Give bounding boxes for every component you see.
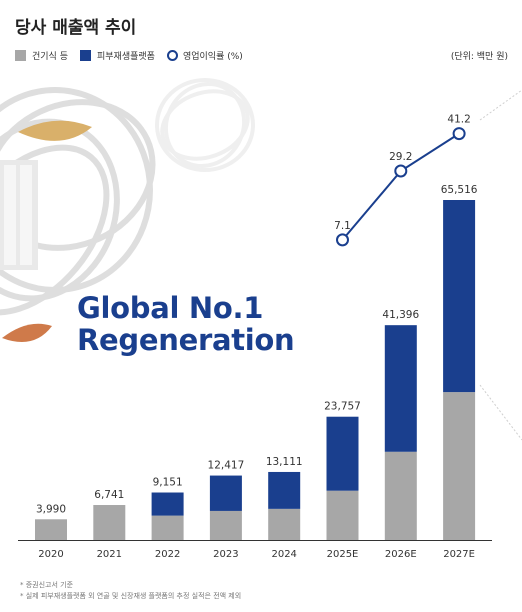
bar-total-label: 65,516 <box>441 184 478 196</box>
bar-segment-skin-platform <box>209 475 242 511</box>
bar-segment-health <box>384 451 417 540</box>
margin-point <box>336 233 349 247</box>
bar-segment-health <box>209 510 242 540</box>
legend-label: 건기식 등 <box>32 52 68 62</box>
bar-total-label: 13,111 <box>266 456 303 468</box>
bar-segment-health <box>151 515 184 540</box>
x-tick-label: 2022 <box>155 549 180 560</box>
brand-line-2: Regeneration <box>77 323 295 357</box>
margin-point-label: 29.2 <box>389 151 412 163</box>
x-tick-label: 2026E <box>385 549 417 560</box>
bar-segment-health <box>35 519 67 540</box>
legend-item-health: 건기식 등 <box>15 49 68 62</box>
x-tick-label: 2020 <box>38 549 63 560</box>
footnote-1: * 증권신고서 기준 <box>20 581 74 589</box>
margin-point <box>394 164 408 178</box>
legend: 건기식 등 피부재생플랫폼 영업이익률 (%) <box>15 49 255 62</box>
bar-segment-health <box>443 392 476 540</box>
legend-swatch-gray <box>15 50 26 61</box>
chart-title: 당사 매출액 추이 <box>15 18 137 38</box>
unit-label: (단위: 백만 원) <box>450 52 508 62</box>
margin-point <box>452 127 466 141</box>
bar-total-label: 23,757 <box>324 401 361 413</box>
footnotes: * 증권신고서 기준 * 실제 피부재생플랫폼 외 연골 및 신장재생 플랫폼의… <box>20 580 241 602</box>
bar-total-label: 41,396 <box>382 309 419 321</box>
x-tick-label: 2023 <box>213 549 238 560</box>
legend-marker-circle <box>166 50 178 61</box>
bar-segment-health <box>326 490 359 540</box>
bar-segment-skin-platform <box>384 325 417 452</box>
bar-segment-skin-platform <box>151 492 184 516</box>
bar-segment-skin-platform <box>268 471 301 509</box>
bar-segment-skin-platform <box>326 416 359 491</box>
bar-total-label: 3,990 <box>36 503 66 515</box>
x-tick-label: 2021 <box>97 549 122 560</box>
bar-segment-health <box>93 505 126 540</box>
bar-segment-skin-platform <box>443 200 476 393</box>
margin-point-label: 7.1 <box>334 220 351 232</box>
brand-line-1: Global No.1 <box>77 291 264 325</box>
bar-total-label: 6,741 <box>94 489 124 501</box>
brand-slogan: Global No.1 Regeneration <box>77 291 295 357</box>
bar-total-label: 9,151 <box>153 477 183 489</box>
x-tick-label: 2024 <box>271 549 296 560</box>
legend-swatch-blue <box>79 50 91 61</box>
legend-label: 피부재생플랫폼 <box>96 52 155 62</box>
legend-label: 영업이익률 (%) <box>182 52 243 62</box>
margin-point-label: 41.2 <box>447 114 470 126</box>
x-tick-label: 2027E <box>443 549 475 560</box>
bar-segment-health <box>268 508 301 540</box>
bar-total-label: 12,417 <box>208 460 245 472</box>
footnote-2: * 실제 피부재생플랫폼 외 연골 및 신장재생 플랫폼의 추정 실적은 전액 … <box>20 592 242 600</box>
x-tick-label: 2025E <box>327 549 359 560</box>
legend-item-margin: 영업이익률 (%) <box>166 49 243 62</box>
legend-item-skin-platform: 피부재생플랫폼 <box>79 49 155 62</box>
